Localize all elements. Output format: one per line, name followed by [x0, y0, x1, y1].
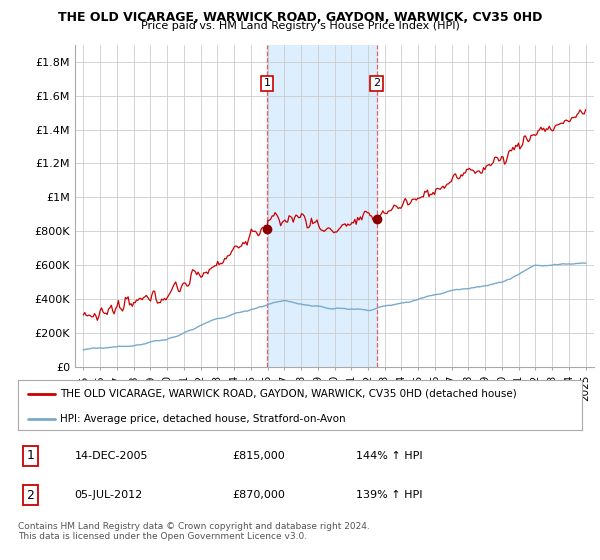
- Text: 14-DEC-2005: 14-DEC-2005: [74, 451, 148, 461]
- Text: Price paid vs. HM Land Registry's House Price Index (HPI): Price paid vs. HM Land Registry's House …: [140, 21, 460, 31]
- Text: HPI: Average price, detached house, Stratford-on-Avon: HPI: Average price, detached house, Stra…: [60, 414, 346, 424]
- Text: 2: 2: [373, 78, 380, 88]
- Text: 05-JUL-2012: 05-JUL-2012: [74, 490, 143, 500]
- Text: Contains HM Land Registry data © Crown copyright and database right 2024.
This d: Contains HM Land Registry data © Crown c…: [18, 522, 370, 542]
- Text: THE OLD VICARAGE, WARWICK ROAD, GAYDON, WARWICK, CV35 0HD: THE OLD VICARAGE, WARWICK ROAD, GAYDON, …: [58, 11, 542, 24]
- Text: 139% ↑ HPI: 139% ↑ HPI: [356, 490, 423, 500]
- Bar: [267, 45, 377, 367]
- Text: 1: 1: [263, 78, 271, 88]
- Text: THE OLD VICARAGE, WARWICK ROAD, GAYDON, WARWICK, CV35 0HD (detached house): THE OLD VICARAGE, WARWICK ROAD, GAYDON, …: [60, 389, 517, 399]
- Text: 144% ↑ HPI: 144% ↑ HPI: [356, 451, 423, 461]
- Text: 1: 1: [26, 449, 34, 463]
- Text: £815,000: £815,000: [232, 451, 285, 461]
- Text: £870,000: £870,000: [232, 490, 285, 500]
- Text: 2: 2: [26, 488, 34, 502]
